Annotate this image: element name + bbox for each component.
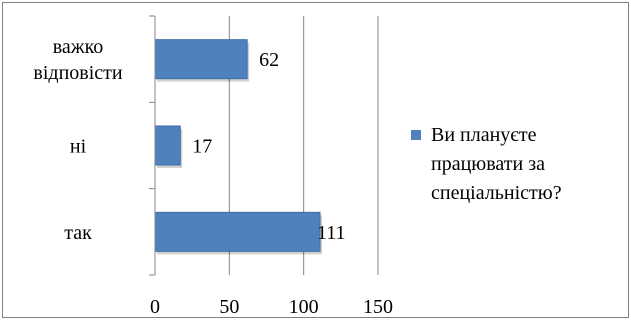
bar-2 [154, 125, 181, 166]
chart-frame [2, 2, 629, 318]
bars [154, 39, 323, 255]
category-label: важко [53, 36, 104, 58]
axes [149, 15, 156, 276]
legend: Ви плануєте працювати за спеціальністю? [411, 124, 562, 204]
legend-label: спеціальністю? [431, 182, 562, 204]
legend-label: працювати за [431, 153, 545, 175]
bar-3 [154, 211, 321, 252]
data-label: 111 [317, 222, 346, 244]
category-label: так [64, 222, 92, 244]
x-tick-label: 150 [363, 296, 393, 318]
legend-swatch [411, 130, 421, 140]
x-tick-label: 100 [289, 296, 319, 318]
category-label: ні [70, 136, 87, 158]
labels: 0 50 100 150 62 важко відповісти 17 ні 111 так [33, 36, 393, 318]
x-tick-label: 0 [150, 296, 160, 318]
category-label: відповісти [33, 62, 122, 84]
data-label: 17 [192, 136, 212, 158]
legend-label: Ви плануєте [431, 124, 537, 146]
data-label: 62 [259, 49, 279, 71]
bar-1 [154, 39, 248, 80]
x-tick-label: 50 [219, 296, 239, 318]
